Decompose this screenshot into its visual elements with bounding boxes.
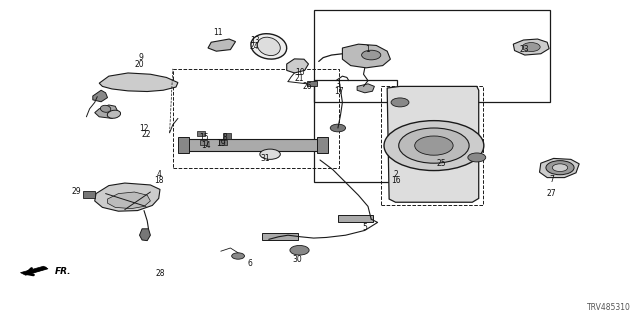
Circle shape: [391, 98, 409, 107]
Polygon shape: [208, 39, 236, 51]
Bar: [223, 133, 231, 139]
Polygon shape: [342, 44, 390, 68]
Polygon shape: [20, 266, 48, 275]
Circle shape: [546, 161, 574, 175]
Text: 9: 9: [138, 53, 143, 62]
Text: 15: 15: [198, 133, 209, 142]
Bar: [307, 81, 317, 86]
Circle shape: [290, 245, 309, 255]
Text: 7: 7: [549, 175, 554, 184]
Bar: [317, 137, 328, 153]
Polygon shape: [540, 158, 579, 178]
Bar: [200, 140, 207, 145]
Text: 31: 31: [260, 154, 271, 163]
Circle shape: [522, 43, 540, 52]
Bar: [173, 69, 339, 168]
Polygon shape: [95, 183, 160, 211]
Ellipse shape: [257, 37, 280, 56]
Text: 30: 30: [292, 255, 303, 264]
Text: 18: 18: [154, 176, 163, 185]
Ellipse shape: [100, 105, 111, 112]
Text: 19: 19: [216, 139, 226, 148]
Polygon shape: [93, 90, 108, 102]
Polygon shape: [108, 192, 150, 209]
Bar: [381, 86, 483, 205]
Text: 14: 14: [201, 141, 211, 150]
Circle shape: [415, 136, 453, 155]
Polygon shape: [287, 59, 308, 73]
Ellipse shape: [108, 110, 120, 118]
Text: 10: 10: [294, 68, 305, 76]
Text: 27: 27: [547, 189, 557, 198]
Bar: [180, 139, 321, 151]
Text: 8: 8: [223, 133, 228, 142]
Circle shape: [330, 124, 346, 132]
Text: TRV485310: TRV485310: [586, 303, 630, 312]
Polygon shape: [99, 73, 178, 92]
Text: FR.: FR.: [54, 267, 71, 276]
Circle shape: [384, 121, 484, 171]
Text: 20: 20: [134, 60, 145, 68]
Bar: [314, 80, 397, 182]
Polygon shape: [95, 105, 118, 118]
Text: 1: 1: [365, 45, 371, 54]
Circle shape: [232, 253, 244, 259]
Text: 21: 21: [295, 74, 304, 83]
Bar: [178, 137, 189, 153]
Circle shape: [362, 50, 381, 60]
Text: 2: 2: [393, 170, 398, 179]
Ellipse shape: [251, 34, 287, 59]
Circle shape: [468, 153, 486, 162]
Text: 16: 16: [390, 176, 401, 185]
Polygon shape: [513, 39, 549, 55]
Text: 22: 22: [141, 130, 150, 139]
Bar: [83, 191, 95, 198]
Polygon shape: [357, 84, 374, 93]
Bar: [338, 215, 373, 222]
Text: 25: 25: [436, 159, 447, 168]
Text: 26: 26: [302, 82, 312, 91]
Text: 4: 4: [156, 170, 161, 179]
Polygon shape: [140, 229, 150, 241]
Text: 17: 17: [334, 87, 344, 96]
Text: 3: 3: [335, 80, 340, 89]
Text: 23: 23: [520, 45, 530, 54]
Text: 6: 6: [247, 260, 252, 268]
Bar: [219, 140, 227, 145]
Text: 12: 12: [140, 124, 148, 132]
Polygon shape: [387, 86, 479, 202]
Text: 5: 5: [362, 223, 367, 232]
Bar: [197, 131, 205, 136]
Circle shape: [260, 149, 280, 159]
Circle shape: [552, 164, 568, 172]
Bar: [314, 10, 550, 102]
Circle shape: [399, 128, 469, 163]
Bar: [262, 233, 298, 240]
Text: 24: 24: [250, 42, 260, 51]
Text: 29: 29: [72, 188, 82, 196]
Text: 11: 11: [213, 28, 222, 36]
Text: 13: 13: [250, 36, 260, 44]
Text: 28: 28: [156, 269, 164, 278]
